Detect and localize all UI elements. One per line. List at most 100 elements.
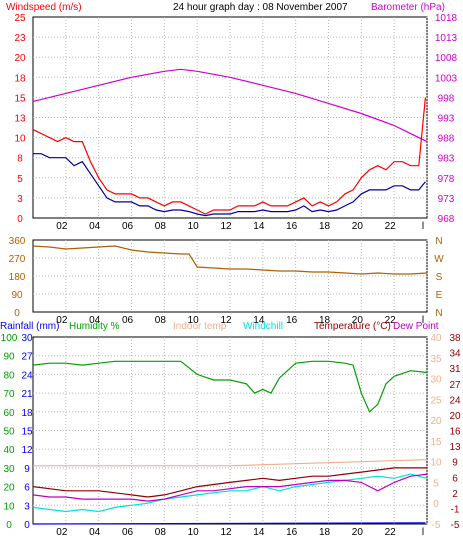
x-tick-label: l (422, 221, 424, 232)
x-tick-label: 08 (155, 315, 167, 326)
indoor-temp-tick-label: 35 (430, 354, 442, 365)
barometer-tick-label: 983 (438, 154, 455, 165)
x-tick-label: 18 (319, 221, 331, 232)
humidity-tick-label: 50 (3, 427, 15, 438)
x-tick-label: 06 (122, 527, 134, 538)
humidity-tick-label: 100 (1, 333, 18, 344)
compass-tick-label: W (434, 254, 444, 265)
indoor-temp-tick-label: -5 (432, 520, 441, 531)
gridlines (33, 17, 428, 524)
humidity-tick-label: 40 (3, 445, 15, 456)
barometer-tick-label: 1003 (435, 73, 458, 84)
barometer-tick-label: 978 (438, 174, 455, 185)
x-tick-label: 10 (188, 527, 200, 538)
x-tick-label: 08 (155, 221, 167, 232)
x-tick-label: 04 (89, 315, 101, 326)
temperature-tick-label: 6 (452, 473, 458, 484)
temperature-tick-label: 13 (449, 442, 461, 453)
x-tick-label: 14 (253, 527, 265, 538)
humidity-tick-label: 70 (3, 389, 15, 400)
dew-point-label: Dew Point (393, 321, 439, 332)
indoor-temp-tick-label: 0 (433, 499, 439, 510)
barometer-tick-label: 973 (438, 194, 455, 205)
humidity-tick-label: 0 (6, 520, 12, 531)
windspeed-tick-label: 3 (17, 194, 23, 205)
temperature-label: Temperature (°C) (314, 321, 391, 332)
temperature-tick-label: 27 (449, 380, 461, 391)
barometer-tick-label: 1008 (435, 53, 458, 64)
rainfall-tick-label: 9 (24, 464, 30, 475)
x-tick-label: l (422, 315, 424, 326)
x-tick-label: 04 (89, 221, 101, 232)
indoor-temp-tick-label: 15 (430, 437, 442, 448)
indoor-temp-tick-label: 40 (430, 333, 442, 344)
x-tick-label: 10 (188, 315, 200, 326)
windspeed-tick-label: 25 (14, 13, 26, 24)
temperature-tick-label: -1 (451, 504, 460, 515)
x-tick-label: 02 (56, 315, 68, 326)
temperature-line (32, 467, 427, 498)
humidity-label: Humidity % (69, 321, 120, 332)
x-tick-label: 14 (253, 221, 265, 232)
indoor-temp-tick-label: 10 (430, 458, 442, 469)
wind-direction-line (32, 245, 428, 275)
humidity-tick-label: 20 (3, 483, 15, 494)
temperature-tick-label: 34 (449, 349, 461, 360)
temperature-tick-label: 16 (449, 427, 461, 438)
temperature-tick-label: -5 (451, 520, 460, 531)
x-tick-label: 06 (122, 315, 134, 326)
compass-tick-label: N (435, 236, 442, 247)
x-tick-label: 22 (385, 315, 397, 326)
x-tick-label: 22 (385, 527, 397, 538)
windspeed-tick-label: 18 (14, 73, 26, 84)
x-tick-label: 18 (319, 315, 331, 326)
temperature-tick-label: 38 (449, 333, 461, 344)
x-tick-label: 02 (56, 527, 68, 538)
humidity-tick-label: 80 (3, 370, 15, 381)
rainfall-tick-label: 12 (21, 445, 33, 456)
barometer-tick-label: 988 (438, 134, 455, 145)
direction-tick-label: 270 (9, 254, 26, 265)
windchill-line (32, 473, 428, 513)
x-tick-label: 08 (155, 527, 167, 538)
indoor-temp-tick-label: 5 (433, 478, 439, 489)
temperature-tick-label: 2 (452, 489, 458, 500)
x-tick-label: 20 (352, 315, 364, 326)
windspeed-tick-label: 20 (14, 53, 26, 64)
average-windspeed-line (33, 153, 426, 217)
x-tick-label: 20 (352, 527, 364, 538)
chart-title: 24 hour graph day : 08 November 2007 (173, 2, 348, 13)
temperature-tick-label: 31 (449, 364, 461, 375)
barometer-tick-label: 1018 (435, 13, 458, 24)
x-tick-label: 12 (220, 527, 232, 538)
humidity-tick-label: 60 (3, 408, 15, 419)
windspeed-tick-label: 13 (14, 114, 26, 125)
windspeed-line (32, 97, 426, 215)
rainfall-tick-label: 27 (21, 352, 33, 363)
x-tick-label: 16 (286, 315, 298, 326)
barometer-tick-label: 1013 (435, 33, 458, 44)
compass-tick-label: N (435, 308, 442, 319)
windspeed-tick-label: 5 (17, 174, 23, 185)
humidity-line (32, 360, 428, 413)
windchill-label: Windchill (243, 321, 283, 332)
humidity-tick-label: 90 (3, 352, 15, 363)
barometer-tick-label: 998 (438, 93, 455, 104)
barometer-line (32, 68, 428, 143)
x-tick-label: 06 (122, 221, 134, 232)
direction-tick-label: 90 (11, 290, 23, 301)
rainfall-tick-label: 30 (21, 333, 33, 344)
tick-labels: 0358101315182023259689739789839889939981… (1, 13, 461, 538)
x-tick-label: 02 (56, 221, 68, 232)
windspeed-tick-label: 23 (14, 33, 26, 44)
rainfall-tick-label: 18 (21, 408, 33, 419)
x-tick-label: 14 (253, 315, 265, 326)
indoor-temp-label: Indoor temp (173, 321, 227, 332)
x-tick-label: l (422, 527, 424, 538)
indoor-temp-tick-label: 30 (430, 375, 442, 386)
temperature-tick-label: 24 (449, 395, 461, 406)
compass-tick-label: E (436, 290, 443, 301)
temperature-tick-label: 9 (452, 458, 458, 469)
